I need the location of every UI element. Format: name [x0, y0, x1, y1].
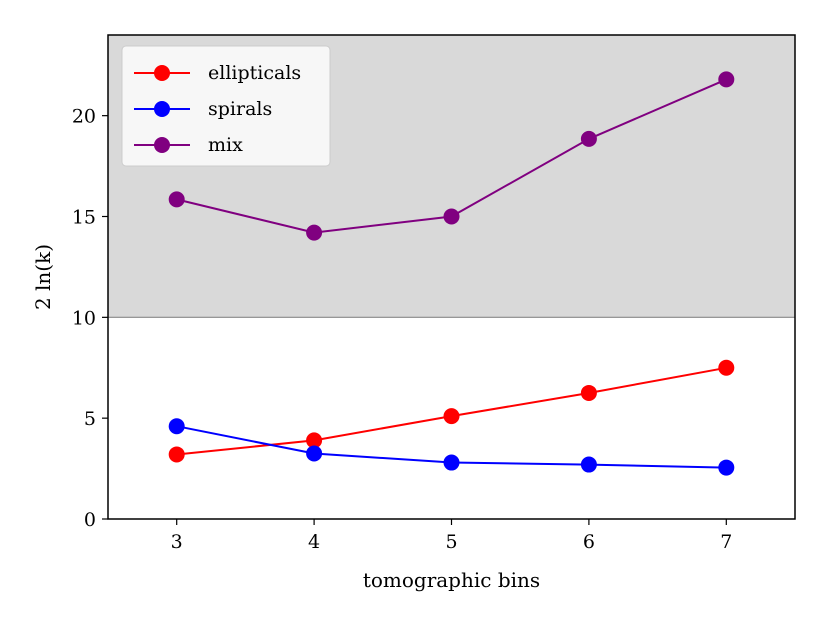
y-tick-label-0: 0 — [84, 509, 96, 531]
data-point-mix-0 — [168, 191, 185, 208]
data-point-ellipticals-0 — [168, 446, 185, 463]
data-point-ellipticals-1 — [306, 432, 323, 449]
data-point-spirals-2 — [443, 454, 460, 471]
legend-box — [121, 45, 331, 167]
data-point-ellipticals-2 — [443, 408, 460, 425]
x-tick-label-4: 7 — [720, 531, 732, 553]
legend-label-spirals: spirals — [208, 98, 272, 120]
y-tick-label-2: 10 — [72, 307, 96, 329]
data-point-spirals-4 — [718, 459, 735, 476]
data-point-mix-1 — [306, 224, 323, 241]
x-tick-label-2: 5 — [445, 531, 457, 553]
data-point-ellipticals-4 — [718, 359, 735, 376]
legend-swatch-marker-mix — [154, 137, 170, 153]
x-tick-label-1: 4 — [308, 531, 320, 553]
ticks-layer: 3 4 5 6 7 0 5 10 15 20 — [72, 106, 733, 553]
y-axis-label: 2 ln(k) — [31, 244, 55, 310]
legend-label-ellipticals: ellipticals — [208, 62, 301, 84]
data-point-mix-4 — [718, 71, 735, 88]
data-point-ellipticals-3 — [580, 384, 597, 401]
legend-swatch-marker-ellipticals — [154, 65, 170, 81]
data-point-mix-3 — [580, 130, 597, 147]
series-layer — [168, 71, 735, 476]
x-tick-label-3: 6 — [583, 531, 595, 553]
legend-label-mix: mix — [208, 134, 243, 156]
x-axis-label: tomographic bins — [363, 568, 540, 592]
legend: ellipticals spirals mix — [121, 45, 331, 167]
data-point-mix-2 — [443, 208, 460, 225]
data-point-spirals-3 — [580, 456, 597, 473]
y-tick-label-4: 20 — [72, 106, 96, 128]
data-point-spirals-1 — [306, 445, 323, 462]
y-tick-label-1: 5 — [84, 408, 96, 430]
y-tick-label-3: 15 — [72, 207, 96, 229]
x-tick-label-0: 3 — [171, 531, 183, 553]
legend-swatch-marker-spirals — [154, 101, 170, 117]
data-point-spirals-0 — [168, 418, 185, 435]
